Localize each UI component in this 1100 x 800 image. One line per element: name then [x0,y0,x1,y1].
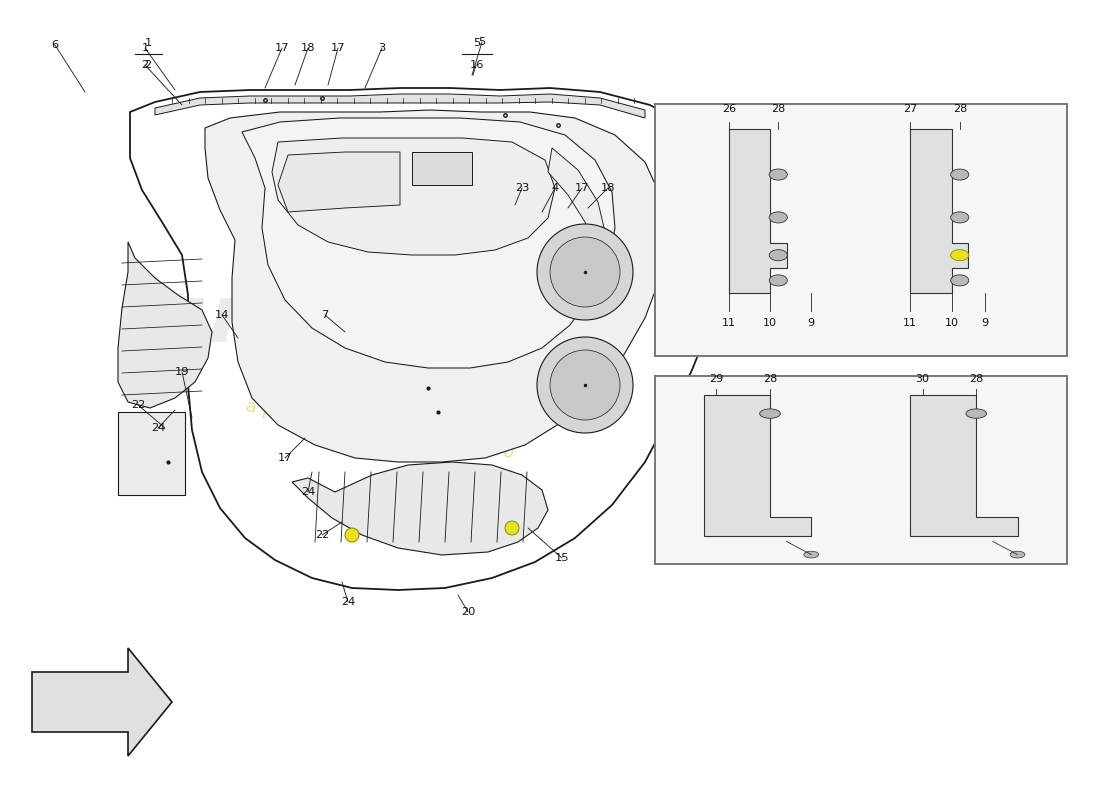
Circle shape [550,237,620,307]
Text: 18: 18 [300,43,316,53]
Circle shape [966,409,987,418]
Polygon shape [278,152,400,212]
Circle shape [1010,551,1025,558]
Circle shape [760,409,780,418]
Text: a passion for parts since 1990: a passion for parts since 1990 [244,398,516,462]
Text: 30: 30 [915,374,930,383]
Text: 11: 11 [722,318,736,328]
Circle shape [950,212,969,223]
Circle shape [950,250,969,261]
Circle shape [505,521,519,535]
Text: 10: 10 [945,318,958,328]
Polygon shape [911,394,1018,536]
Text: 29: 29 [710,374,724,383]
Circle shape [537,337,632,433]
Polygon shape [911,129,968,293]
Text: eurospares: eurospares [125,281,635,359]
Circle shape [769,250,788,261]
Text: 26: 26 [722,104,736,114]
Polygon shape [205,110,666,462]
Text: 7: 7 [321,310,329,320]
Text: 17: 17 [331,43,345,53]
Polygon shape [155,94,645,118]
Text: 9: 9 [807,318,815,328]
Polygon shape [412,152,472,185]
Text: 11: 11 [903,318,917,328]
Text: 18: 18 [601,183,615,193]
Polygon shape [548,148,605,258]
Text: 15: 15 [554,553,570,563]
Text: 17: 17 [277,453,293,463]
Circle shape [769,212,788,223]
Text: 22: 22 [315,530,329,540]
Text: 2: 2 [144,60,152,70]
Text: 28: 28 [771,104,785,114]
Text: 3: 3 [378,43,386,53]
Text: 20: 20 [461,607,475,617]
Circle shape [950,275,969,286]
Text: 6: 6 [52,40,58,50]
Circle shape [804,551,818,558]
Text: 2: 2 [142,60,148,70]
Polygon shape [32,648,172,756]
Circle shape [550,350,620,420]
Circle shape [345,528,359,542]
Text: 9: 9 [981,318,988,328]
Polygon shape [118,242,212,408]
Text: 19: 19 [175,367,189,377]
Text: 17: 17 [574,183,590,193]
Text: 1: 1 [144,38,152,48]
Text: 16: 16 [470,60,484,70]
Circle shape [950,169,969,180]
Text: 17: 17 [275,43,289,53]
Text: 28: 28 [953,104,967,114]
Circle shape [537,224,632,320]
Text: 27: 27 [903,104,917,114]
Text: 4: 4 [551,183,559,193]
Text: 5: 5 [473,38,481,48]
Polygon shape [704,394,812,536]
Polygon shape [292,462,548,555]
Text: 24: 24 [301,487,315,497]
Text: 23: 23 [515,183,529,193]
Polygon shape [728,129,786,293]
Text: 24: 24 [341,597,355,607]
Text: 28: 28 [763,374,777,383]
Text: 14: 14 [214,310,229,320]
Circle shape [769,275,788,286]
Text: 24: 24 [151,423,165,433]
Polygon shape [242,118,615,368]
Polygon shape [272,138,556,255]
Polygon shape [118,412,185,495]
Text: 28: 28 [969,374,983,383]
Text: 5: 5 [478,37,485,47]
Text: 1: 1 [142,43,148,53]
Text: 10: 10 [763,318,777,328]
Text: 22: 22 [131,400,145,410]
Circle shape [769,169,788,180]
